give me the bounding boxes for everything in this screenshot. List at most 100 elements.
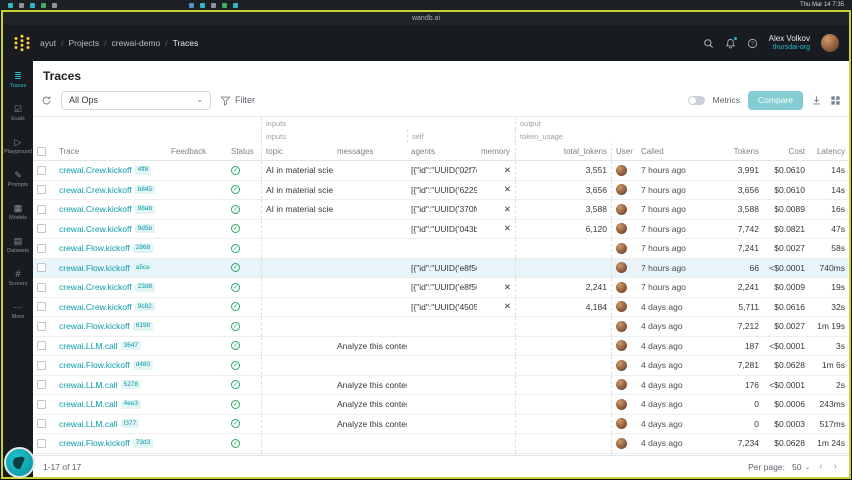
row-checkbox[interactable] <box>37 419 46 429</box>
help-icon[interactable]: ? <box>747 38 758 49</box>
table-row[interactable]: crewai.Flow.kickoff a5ce ✓ [{"id":"UUID('e8… <box>33 258 849 278</box>
breadcrumb-entity[interactable]: ayut <box>40 38 57 48</box>
row-checkbox[interactable] <box>37 224 46 234</box>
trace-link[interactable]: crewai.Flow.kickoff <box>59 360 130 371</box>
row-checkbox[interactable] <box>37 399 46 409</box>
col-header-trace[interactable]: Trace <box>59 147 80 156</box>
row-checkbox[interactable] <box>37 263 46 273</box>
row-checkbox[interactable] <box>37 243 46 253</box>
row-checkbox[interactable] <box>37 321 46 331</box>
col-header-called[interactable]: Called <box>641 147 664 156</box>
col-header-cost[interactable]: Cost <box>788 147 805 156</box>
row-checkbox[interactable] <box>37 360 46 370</box>
search-icon[interactable] <box>703 38 714 49</box>
table-row[interactable]: crewai.Flow.kickoff d480 ✓ 4 days ago 7,281 $… <box>33 356 849 376</box>
col-header-messages[interactable]: messages <box>337 147 374 156</box>
cost-cell: $0.0027 <box>774 243 805 254</box>
sidebar-item-more[interactable]: ⋯ More <box>4 296 32 327</box>
trace-link[interactable]: crewai.Crew.kickoff <box>59 223 132 234</box>
col-header-tokens[interactable]: Tokens <box>733 147 759 156</box>
breadcrumb-current-page[interactable]: Traces <box>172 38 199 48</box>
total-tokens-cell <box>515 317 611 336</box>
export-icon[interactable] <box>811 95 822 106</box>
trace-link[interactable]: crewai.LLM.call <box>59 399 118 410</box>
sidebar-item-models[interactable]: ▦ Models <box>4 197 32 228</box>
sidebar-item-scorers[interactable]: # Scorers <box>4 263 32 294</box>
sidebar-item-prompts[interactable]: ✎ Prompts <box>4 164 32 195</box>
user-cell <box>611 239 637 258</box>
trace-link[interactable]: crewai.Flow.kickoff <box>59 243 130 254</box>
col-header-memory[interactable]: memory <box>481 147 510 156</box>
trace-link[interactable]: crewai.LLM.call <box>59 379 118 390</box>
per-page-select[interactable]: 50 ⌄ <box>792 462 810 472</box>
row-checkbox[interactable] <box>37 341 46 351</box>
table-row[interactable]: crewai.Flow.kickoff 73d3 ✓ 4 days ago 7,234 $… <box>33 434 849 454</box>
columns-grid-icon[interactable] <box>830 95 841 106</box>
metrics-toggle[interactable] <box>687 95 705 105</box>
breadcrumb-project-name[interactable]: crewai-demo <box>111 38 161 48</box>
trace-link[interactable]: crewai.LLM.call <box>59 340 118 351</box>
row-checkbox[interactable] <box>37 204 46 214</box>
messages-cell <box>333 317 407 336</box>
prev-page-icon[interactable]: ‹ <box>819 460 823 472</box>
col-header-feedback[interactable]: Feedback <box>171 147 207 156</box>
col-header-latency[interactable]: Latency <box>816 147 845 156</box>
user-cell <box>611 356 637 375</box>
row-checkbox[interactable] <box>37 438 46 448</box>
trace-link[interactable]: crewai.Crew.kickoff <box>59 282 132 293</box>
table-row[interactable]: crewai.Crew.kickoff 9c82 ✓ [{"id":"UUID('45… <box>33 297 849 317</box>
select-all-checkbox[interactable] <box>37 147 46 156</box>
row-checkbox[interactable] <box>37 185 46 195</box>
ops-filter-dropdown[interactable]: All Ops ⌄ <box>61 90 211 110</box>
breadcrumb-projects[interactable]: Projects <box>68 38 100 48</box>
table-row[interactable]: crewai.Crew.kickoff b845 ✓ AI in material s… <box>33 180 849 200</box>
table-row[interactable]: crewai.Flow.kickoff 6198 ✓ 4 days ago 7,212 $… <box>33 317 849 337</box>
next-page-icon[interactable]: › <box>833 460 837 472</box>
trace-link[interactable]: crewai.Crew.kickoff <box>59 184 132 195</box>
topic-cell: AI in material science <box>261 200 333 219</box>
col-header-topic[interactable]: topic <box>261 143 333 160</box>
filter-button[interactable]: Filter <box>220 95 255 106</box>
sidebar-item-evals[interactable]: ☑ Evals <box>4 98 32 129</box>
row-checkbox[interactable] <box>37 282 46 292</box>
table-row[interactable]: crewai.Crew.kickoff 4ff8 ✓ AI in material s… <box>33 161 849 181</box>
trace-link[interactable]: crewai.Flow.kickoff <box>59 321 130 332</box>
trace-link[interactable]: crewai.LLM.call <box>59 418 118 429</box>
trace-link[interactable]: crewai.Flow.kickoff <box>59 438 130 449</box>
notifications-bell-icon[interactable] <box>725 36 737 49</box>
latency-cell: 16s <box>831 204 845 215</box>
table-row[interactable]: crewai.Crew.kickoff28d3✓4 days ago66<$0.… <box>33 453 849 455</box>
trace-link[interactable]: crewai.Crew.kickoff <box>59 301 132 312</box>
row-checkbox[interactable] <box>37 165 46 175</box>
sidebar-item-traces[interactable]: ≣ Traces <box>4 65 32 96</box>
col-header-status[interactable]: Status <box>231 147 254 156</box>
table-row[interactable]: crewai.Crew.kickoff 9d5b ✓ [{"id":"UUID('04… <box>33 219 849 239</box>
row-checkbox[interactable] <box>37 380 46 390</box>
compare-button[interactable]: Compare <box>748 90 803 110</box>
col-header-user[interactable]: User <box>611 143 637 160</box>
total-tokens-cell <box>515 258 611 277</box>
user-cell <box>611 453 637 455</box>
row-checkbox[interactable] <box>37 302 46 312</box>
trace-link[interactable]: crewai.Flow.kickoff <box>59 262 130 273</box>
sidebar-item-datasets[interactable]: ▤ Datasets <box>4 230 32 261</box>
table-row[interactable]: crewai.Crew.kickoff 98ab ✓ AI in material s… <box>33 200 849 220</box>
user-avatar[interactable] <box>821 34 839 52</box>
sidebar-item-playground[interactable]: ▷ Playground <box>4 131 32 162</box>
latency-cell: 1m 24s <box>817 438 845 449</box>
trace-link[interactable]: crewai.Crew.kickoff <box>59 204 132 215</box>
wandb-logo[interactable] <box>13 34 31 52</box>
user-info[interactable]: Alex Volkov thursdai-org <box>769 34 810 52</box>
refresh-icon[interactable] <box>41 95 52 106</box>
agents-cell <box>407 395 477 414</box>
trace-link[interactable]: crewai.Crew.kickoff <box>59 165 132 176</box>
table-row[interactable]: crewai.Crew.kickoff 23d8 ✓ [{"id":"UUID('e8… <box>33 278 849 298</box>
table-row[interactable]: crewai.Flow.kickoff 2868 ✓ 7 hours ago 7,241… <box>33 239 849 259</box>
trace-cell: crewai.Crew.kickoff 98ab <box>55 200 167 219</box>
col-header-total-tokens[interactable]: total_tokens <box>515 143 611 160</box>
col-header-agents[interactable]: agents <box>411 147 436 156</box>
